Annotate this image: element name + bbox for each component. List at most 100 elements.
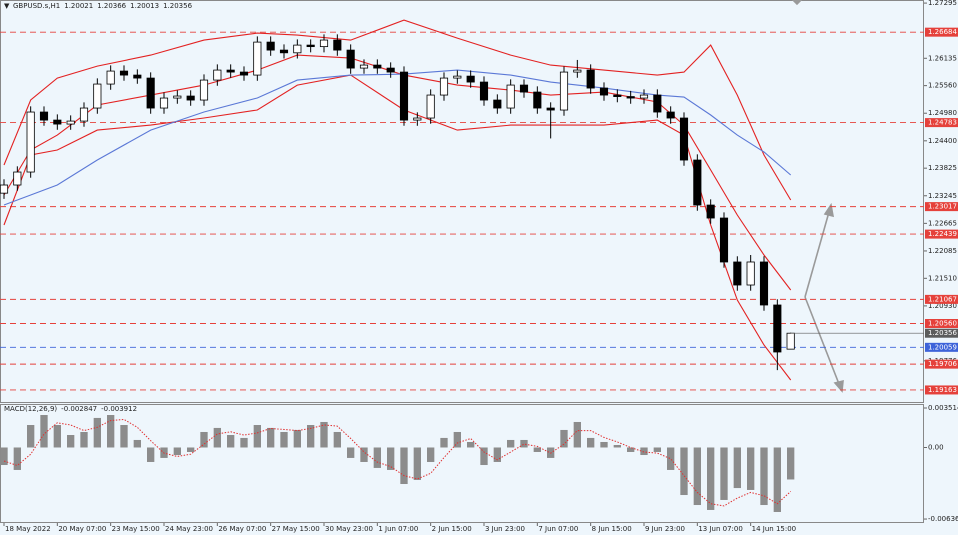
macd-bar	[747, 447, 755, 490]
y-tick-label: 1.22085	[928, 247, 957, 255]
macd-bar	[467, 441, 475, 448]
candle-body	[386, 67, 395, 73]
candle-body	[13, 171, 22, 186]
arrow-down	[804, 296, 840, 385]
candle-body	[693, 159, 702, 206]
candle-body	[333, 39, 342, 51]
candle-body	[773, 304, 782, 353]
level-label-box	[925, 229, 958, 239]
candle-body	[159, 97, 169, 109]
y-tick-label: 1.23245	[928, 192, 957, 200]
level-label-box	[925, 385, 958, 395]
price-panel	[0, 0, 924, 403]
header-value: 1.20366	[97, 2, 126, 10]
candle-body	[319, 39, 329, 48]
macd-bar	[27, 425, 35, 448]
candle-body	[346, 49, 355, 69]
macd-bar	[360, 447, 368, 462]
candle-body	[199, 79, 209, 101]
macd-bar	[200, 431, 208, 448]
macd-bar	[133, 439, 141, 448]
macd-bar	[240, 437, 248, 448]
y-tick-label: 1.23825	[928, 164, 957, 172]
candle-body	[666, 111, 675, 119]
chart-title: GBPUSD.s,H1	[13, 2, 60, 10]
candle-body	[93, 83, 102, 109]
macd-bar	[53, 425, 61, 448]
x-tick-label: 26 May 07:00	[218, 525, 266, 533]
candle-body	[613, 94, 622, 97]
candle-body	[399, 71, 409, 121]
x-tick-label: 23 May 15:00	[112, 525, 160, 533]
x-tick-label: 8 Jun 15:00	[592, 525, 632, 533]
x-tick-label: 3 Jun 23:00	[485, 525, 525, 533]
candle-body	[599, 87, 609, 96]
candle-body	[586, 69, 595, 89]
candle-body	[26, 111, 35, 173]
macd-bar	[573, 421, 581, 448]
macd-bar	[267, 427, 275, 448]
y-tick-label: 1.27295	[928, 0, 957, 7]
macd-bar	[507, 439, 515, 448]
macd-bar	[307, 425, 315, 448]
candle-body	[106, 70, 115, 85]
candle-body	[573, 69, 582, 73]
candle-body	[146, 77, 155, 109]
x-tick-label: 7 Jun 07:00	[538, 525, 578, 533]
macd-bar	[667, 447, 675, 470]
price-label: 1.20356	[928, 329, 957, 337]
macd-bar	[80, 431, 88, 448]
candle-body	[479, 81, 489, 101]
indicator-line	[3, 54, 792, 291]
macd-bar	[213, 427, 221, 448]
macd-bar	[13, 447, 21, 470]
candle-body	[759, 261, 769, 306]
candle-body	[653, 94, 662, 113]
x-tick-label: 18 May 2022	[5, 525, 51, 533]
candle-body	[173, 95, 182, 99]
y-tick-label: 1.20930	[928, 302, 957, 310]
symbol-menu-icon: ▼	[4, 2, 10, 10]
macd-bar	[600, 441, 608, 448]
candle-body	[679, 117, 689, 161]
macd-bar	[653, 447, 661, 452]
macd-bar	[533, 447, 541, 452]
arrow-head	[833, 379, 844, 393]
macd-bar	[147, 447, 155, 462]
macd-bar	[320, 421, 328, 448]
x-tick-label: 1 Jun 07:00	[378, 525, 418, 533]
y-tick-label: -0.006368	[928, 515, 958, 523]
macd-bar	[493, 447, 501, 462]
candle-body	[253, 41, 262, 76]
macd-bar	[787, 447, 795, 480]
candle-body	[786, 332, 795, 350]
candle-body	[706, 204, 715, 219]
y-tick-label: 1.25560	[928, 82, 957, 90]
candle-body	[359, 64, 369, 69]
header-value: 1.20356	[163, 2, 192, 10]
level-label-box	[925, 319, 958, 329]
candle-body	[0, 184, 9, 194]
macd-bar	[67, 435, 75, 448]
chart-title: MACD(12,26,9)	[4, 405, 57, 413]
x-tick-label: 27 May 15:00	[272, 525, 320, 533]
projection-arrows	[791, 0, 844, 393]
candle-body	[39, 111, 49, 121]
macd-bar	[680, 447, 688, 496]
y-tick-label: 1.24400	[928, 137, 957, 145]
macd-bar	[227, 435, 235, 448]
candle-body	[119, 70, 129, 76]
chart-header: GBPUSD.s,H1 1.20021 1.20366 1.20013 1.20356	[13, 2, 193, 10]
candle-body	[439, 77, 449, 96]
candle-body	[66, 120, 75, 125]
level-label: 1.20560	[928, 320, 957, 328]
macd-bar	[387, 447, 395, 470]
y-tick-label: 1.22665	[928, 219, 957, 227]
macd-bar	[773, 447, 781, 512]
macd-bar	[413, 447, 421, 480]
chart-header: MACD(12,26,9) -0.002847 -0.003912	[4, 405, 137, 413]
candle-body	[746, 261, 755, 286]
macd-bar	[107, 415, 115, 448]
